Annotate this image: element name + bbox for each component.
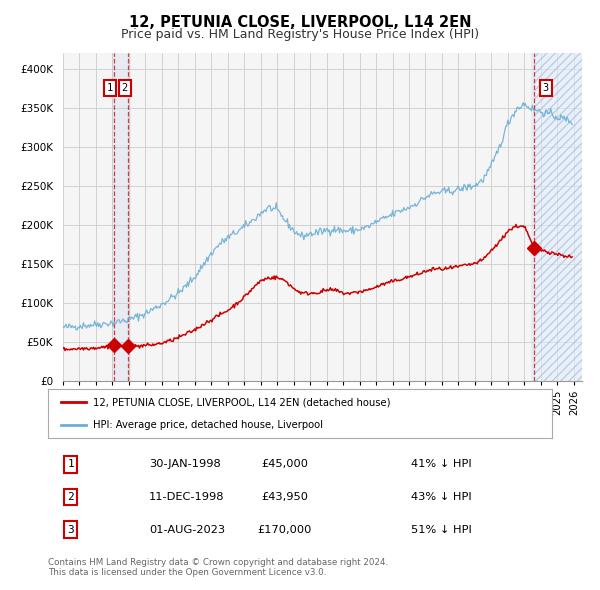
Text: 12, PETUNIA CLOSE, LIVERPOOL, L14 2EN (detached house): 12, PETUNIA CLOSE, LIVERPOOL, L14 2EN (d… xyxy=(94,398,391,408)
Text: Price paid vs. HM Land Registry's House Price Index (HPI): Price paid vs. HM Land Registry's House … xyxy=(121,28,479,41)
Text: HPI: Average price, detached house, Liverpool: HPI: Average price, detached house, Live… xyxy=(94,419,323,430)
Text: Contains HM Land Registry data © Crown copyright and database right 2024.
This d: Contains HM Land Registry data © Crown c… xyxy=(48,558,388,577)
Text: 2: 2 xyxy=(67,492,74,502)
Text: 41% ↓ HPI: 41% ↓ HPI xyxy=(411,460,472,469)
Bar xyxy=(531,53,534,381)
Text: 1: 1 xyxy=(107,83,113,93)
Text: 30-JAN-1998: 30-JAN-1998 xyxy=(149,460,221,469)
Text: 12, PETUNIA CLOSE, LIVERPOOL, L14 2EN: 12, PETUNIA CLOSE, LIVERPOOL, L14 2EN xyxy=(129,15,471,30)
Text: 1: 1 xyxy=(67,460,74,469)
Text: 01-AUG-2023: 01-AUG-2023 xyxy=(149,525,225,535)
Text: £43,950: £43,950 xyxy=(262,492,308,502)
Text: 3: 3 xyxy=(67,525,74,535)
Text: 43% ↓ HPI: 43% ↓ HPI xyxy=(411,492,472,502)
Text: 3: 3 xyxy=(542,83,549,93)
Text: 11-DEC-1998: 11-DEC-1998 xyxy=(149,492,224,502)
Bar xyxy=(112,53,131,381)
Bar xyxy=(534,53,582,381)
Text: 2: 2 xyxy=(122,83,128,93)
Text: 51% ↓ HPI: 51% ↓ HPI xyxy=(411,525,472,535)
Text: £45,000: £45,000 xyxy=(262,460,308,469)
Text: £170,000: £170,000 xyxy=(257,525,312,535)
